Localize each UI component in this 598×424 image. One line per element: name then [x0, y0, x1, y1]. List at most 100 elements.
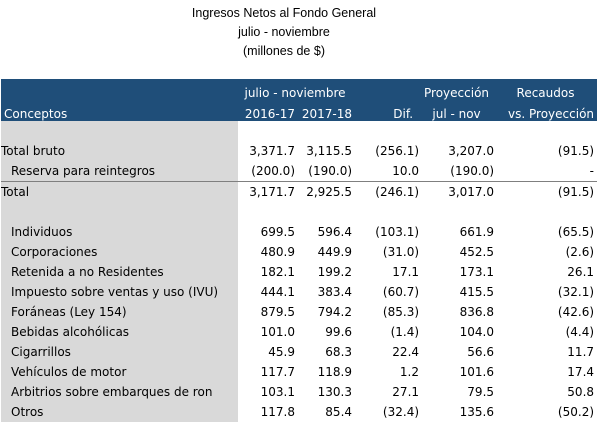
header-row-2: Conceptos 2016-17 2017-18 Dif. jul - nov… — [1, 100, 598, 121]
header-col-julnov: jul - nov — [419, 100, 495, 121]
value-2016-17: 879.5 — [238, 302, 295, 322]
value-2017-18: 794.2 — [295, 302, 353, 322]
value-2017-18: (190.0) — [295, 161, 353, 182]
table-row: Impuesto sobre ventas y uso (IVU) 444.1 38… — [1, 282, 598, 302]
value-2017-18: 68.3 — [295, 342, 353, 362]
value-recaudos: (91.5) — [494, 181, 598, 202]
value-dif: (256.1) — [352, 141, 420, 161]
header-col-vs: vs. Proyección — [494, 100, 598, 121]
row-label: Impuesto sobre ventas y uso (IVU) — [1, 282, 238, 302]
value-proyeccion: 3,207.0 — [419, 141, 495, 161]
spacer-cell — [1, 121, 238, 141]
row-label: Otros — [1, 402, 238, 422]
value-2016-17: 480.9 — [238, 242, 295, 262]
spacer-cell — [494, 121, 598, 141]
value-2016-17: 117.7 — [238, 362, 295, 382]
value-2017-18: 118.9 — [295, 362, 353, 382]
table-row: Reserva para reintegros (200.0) (190.0) 10.… — [1, 161, 598, 182]
row-label: Cigarrillos — [1, 342, 238, 362]
value-recaudos: (2.6) — [494, 242, 598, 262]
table-body: Total bruto 3,371.7 3,115.5 (256.1) 3,207.0(… — [1, 121, 598, 422]
value-recaudos: 11.7 — [494, 342, 598, 362]
value-2017-18: 130.3 — [295, 382, 353, 402]
row-label: Arbitrios sobre embarques de ron — [1, 382, 238, 402]
table-row: Arbitrios sobre embarques de ron 103.1 130… — [1, 382, 598, 402]
value-proyeccion: 79.5 — [419, 382, 495, 402]
table-row: Foráneas (Ley 154) 879.5 794.2 (85.3) 836.8(… — [1, 302, 598, 322]
spacer-cell — [352, 202, 420, 222]
table-row: Retenida a no Residentes 182.1 199.2 17.1 17… — [1, 262, 598, 282]
row-label: Individuos — [1, 222, 238, 242]
value-dif: 10.0 — [352, 161, 420, 182]
title-line-1: Ingresos Netos al Fondo General — [191, 6, 377, 20]
spacer-row — [1, 121, 598, 141]
value-recaudos: (91.5) — [494, 141, 598, 161]
value-2016-17: 444.1 — [238, 282, 295, 302]
header-row-1: julio - noviembre Proyección Recaudos — [1, 79, 598, 100]
spacer-cell — [1, 202, 238, 222]
value-proyeccion: 3,017.0 — [419, 181, 495, 202]
value-recaudos: 26.1 — [494, 262, 598, 282]
value-2017-18: 449.9 — [295, 242, 353, 262]
table-row: Vehículos de motor 117.7 118.9 1.2 101.6 17.4 — [1, 362, 598, 382]
spacer-row — [1, 202, 598, 222]
value-dif: (85.3) — [352, 302, 420, 322]
value-dif: (1.4) — [352, 322, 420, 342]
header-blank — [1, 79, 238, 100]
title-line-2: julio - noviembre — [238, 25, 330, 39]
value-proyeccion: 415.5 — [419, 282, 495, 302]
value-2016-17: 182.1 — [238, 262, 295, 282]
row-label: Total bruto — [1, 141, 238, 161]
row-label: Foráneas (Ley 154) — [1, 302, 238, 322]
spacer-cell — [419, 121, 495, 141]
value-2017-18: 85.4 — [295, 402, 353, 422]
header-period: julio - noviembre — [238, 79, 353, 100]
spacer-cell — [352, 121, 420, 141]
spacer-cell — [295, 202, 353, 222]
table-row: Corporaciones 480.9 449.9 (31.0) 452.5 (2.6) — [1, 242, 598, 262]
value-2016-17: 101.0 — [238, 322, 295, 342]
value-dif: (32.4) — [352, 402, 420, 422]
header-col-2017: 2017-18 — [295, 100, 353, 121]
value-proyeccion: 101.6 — [419, 362, 495, 382]
row-label: Reserva para reintegros — [1, 161, 238, 182]
value-proyeccion: 56.6 — [419, 342, 495, 362]
table-row: Total 3,171.7 2,925.5 (246.1) 3,017.0 (91.5) — [1, 181, 598, 202]
value-proyeccion: 173.1 — [419, 262, 495, 282]
header-col-2016: 2016-17 — [238, 100, 295, 121]
value-2017-18: 596.4 — [295, 222, 353, 242]
header-recaudos: Recaudos — [494, 79, 598, 100]
value-2017-18: 383.4 — [295, 282, 353, 302]
table-row: Bebidas alcohólicas 101.0 99.6 (1.4) 104.0 (4… — [1, 322, 598, 342]
header-conceptos: Conceptos — [1, 100, 238, 121]
value-recaudos: 50.8 — [494, 382, 598, 402]
value-dif: (103.1) — [352, 222, 420, 242]
value-proyeccion: 836.8 — [419, 302, 495, 322]
spacer-cell — [238, 202, 295, 222]
spacer-cell — [238, 121, 295, 141]
value-2016-17: (200.0) — [238, 161, 295, 182]
value-2017-18: 199.2 — [295, 262, 353, 282]
row-label: Total — [1, 181, 238, 202]
value-2017-18: 3,115.5 — [295, 141, 353, 161]
value-dif: (31.0) — [352, 242, 420, 262]
table-row: Otros 117.8 85.4 (32.4) 135.6 (50.2) — [1, 402, 598, 422]
value-dif: (246.1) — [352, 181, 420, 202]
table-row: Individuos 699.5 596.4 (103.1) 661.9 (65.5) — [1, 222, 598, 242]
revenue-table: julio - noviembre Proyección Recaudos Co… — [1, 79, 598, 422]
value-recaudos: (32.1) — [494, 282, 598, 302]
value-dif: 22.4 — [352, 342, 420, 362]
value-2016-17: 117.8 — [238, 402, 295, 422]
value-recaudos: (4.4) — [494, 322, 598, 342]
value-2017-18: 2,925.5 — [295, 181, 353, 202]
header-proyeccion: Proyección — [419, 79, 495, 100]
row-label: Retenida a no Residentes — [1, 262, 238, 282]
spacer-cell — [419, 202, 495, 222]
value-dif: 27.1 — [352, 382, 420, 402]
value-recaudos: (50.2) — [494, 402, 598, 422]
value-proyeccion: (190.0) — [419, 161, 495, 182]
value-2016-17: 103.1 — [238, 382, 295, 402]
value-proyeccion: 135.6 — [419, 402, 495, 422]
header-col-dif: Dif. — [352, 100, 420, 121]
row-label: Vehículos de motor — [1, 362, 238, 382]
